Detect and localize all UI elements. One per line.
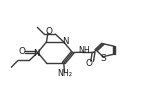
Text: S: S [101, 54, 107, 63]
Text: O: O [86, 59, 93, 68]
Text: NH: NH [78, 46, 90, 55]
Text: N: N [62, 37, 68, 46]
Text: N: N [33, 49, 39, 58]
Text: NH₂: NH₂ [58, 69, 73, 78]
Text: O: O [45, 27, 52, 36]
Text: O: O [18, 47, 25, 56]
